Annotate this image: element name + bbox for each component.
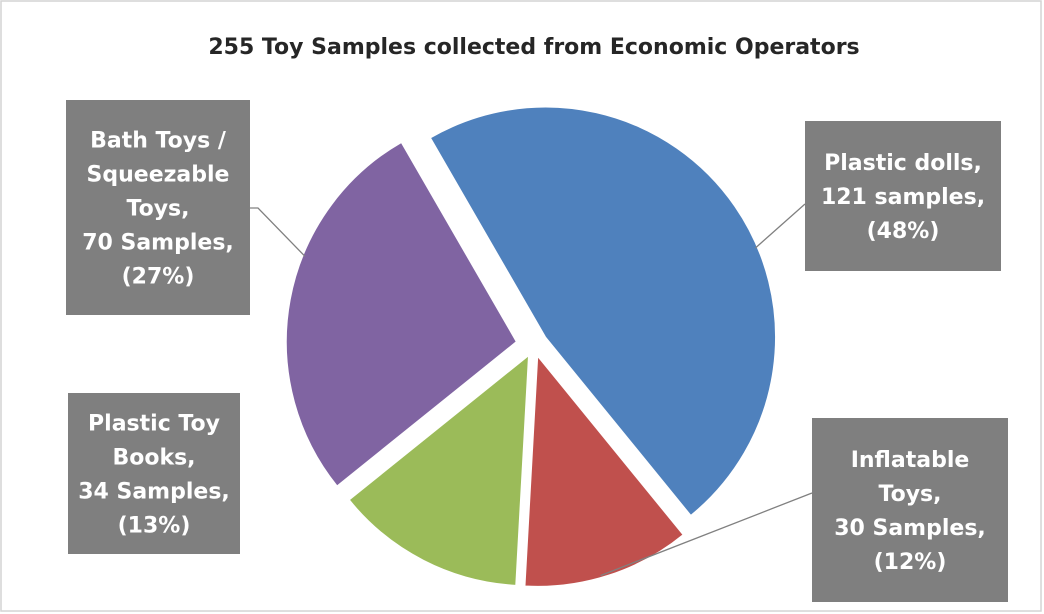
data-label-text: Books, xyxy=(112,446,195,471)
leader-line xyxy=(754,203,806,249)
pie-slice-plastic-dolls xyxy=(429,106,776,517)
pie-slices xyxy=(285,106,776,587)
data-label-text: Toys, xyxy=(879,482,942,507)
leader-lines xyxy=(250,203,813,577)
pie-slice-plastic-toy-books xyxy=(348,354,530,586)
data-label-text: (12%) xyxy=(874,550,947,575)
data-label-text: (48%) xyxy=(867,219,940,244)
chart-title: 255 Toy Samples collected from Economic … xyxy=(208,35,859,60)
data-label-text: 34 Samples, xyxy=(78,480,230,505)
data-label-box xyxy=(68,393,240,554)
data-label-text: 30 Samples, xyxy=(834,516,986,541)
data-label-text: Plastic dolls, xyxy=(824,151,982,176)
data-label-text: Bath Toys / xyxy=(90,129,227,154)
data-label-box xyxy=(805,121,1001,271)
pie-slice-bath-toys-squeezable-toys xyxy=(285,141,517,487)
data-label-box xyxy=(812,418,1008,602)
data-label-text: Inflatable xyxy=(851,448,970,473)
data-label-text: Plastic Toy xyxy=(88,412,220,437)
data-label-text: 121 samples, xyxy=(821,185,985,210)
data-label-text: 70 Samples, xyxy=(82,231,234,256)
data-labels: Plastic dolls, 121 samples, (48%) Inflatabl… xyxy=(66,100,1008,602)
data-label-text: Squeezable xyxy=(87,163,230,188)
data-label-box xyxy=(66,100,250,315)
data-label-text: (27%) xyxy=(122,265,195,290)
pie-slice-inflatable-toys xyxy=(524,355,684,587)
leader-line xyxy=(600,492,813,577)
leader-line xyxy=(250,207,306,257)
data-label-text: (13%) xyxy=(118,514,191,539)
data-label-text: Toys, xyxy=(127,197,190,222)
